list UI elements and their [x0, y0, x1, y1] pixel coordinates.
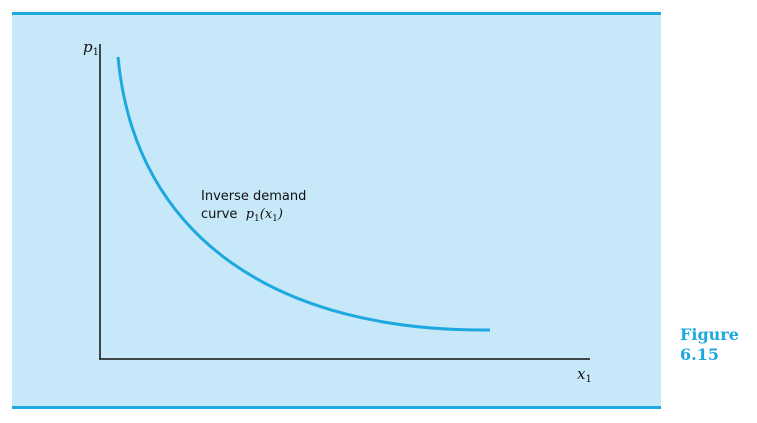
annotation-line-2: curve p1(x1)	[201, 206, 306, 228]
x-axis-label: x1	[577, 365, 592, 385]
math-x-subscript: 1	[272, 214, 278, 224]
annotation-math: p1(x1)	[245, 207, 283, 224]
math-p-subscript: 1	[254, 214, 260, 224]
y-axis-label: p1	[83, 38, 99, 58]
math-open-x: (x	[259, 207, 273, 222]
math-p: p	[245, 207, 255, 222]
annotation-line-1: Inverse demand	[201, 189, 307, 204]
figure-number: 6.15	[680, 345, 719, 364]
inverse-demand-curve	[116, 56, 491, 332]
y-axis-label-subscript: 1	[92, 47, 99, 58]
annotation-curve-word: curve	[201, 207, 238, 222]
y-axis-label-main: p	[83, 38, 93, 56]
figure-caption: Figure 6.15	[680, 325, 739, 365]
x-axis-label-main: x	[577, 365, 586, 383]
curve-annotation: Inverse demand curve p1(x1)	[201, 188, 306, 228]
figure-word: Figure	[680, 325, 739, 344]
math-close-paren: )	[277, 207, 283, 222]
x-axis-label-subscript: 1	[585, 374, 592, 385]
